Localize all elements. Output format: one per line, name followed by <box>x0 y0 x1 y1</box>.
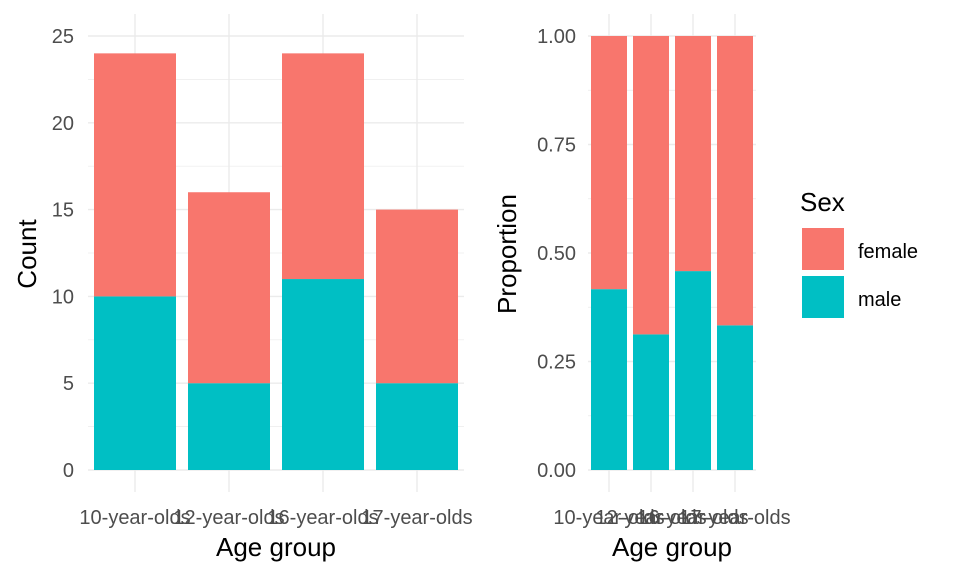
count-x-tick-label: 17-year-olds <box>361 507 472 529</box>
legend: Sex female male <box>800 187 918 318</box>
count-y-ticks: 0 5 10 15 20 25 <box>52 26 74 482</box>
count-y-axis-title: Count <box>12 219 42 289</box>
count-x-axis-title: Age group <box>216 532 336 562</box>
proportion-panel: 0.00 0.25 0.50 0.75 1.00 10-year-olds12-year… <box>492 14 791 562</box>
proportion-y-tick-label: 0.75 <box>537 135 576 157</box>
proportion-y-ticks: 0.00 0.25 0.50 0.75 1.00 <box>537 26 576 482</box>
legend-key-male <box>802 276 844 318</box>
proportion-bar-male <box>633 334 669 470</box>
proportion-bar-female <box>633 36 669 335</box>
legend-title: Sex <box>800 187 845 217</box>
count-x-tick-label: 10-year-olds <box>79 507 190 529</box>
proportion-x-ticks: 10-year-olds12-year-olds16-year-olds17-y… <box>553 507 790 529</box>
proportion-bar-male <box>675 271 711 470</box>
count-bar-female <box>376 209 458 384</box>
count-x-tick-label: 12-year-olds <box>173 507 284 529</box>
count-bars <box>94 53 458 470</box>
proportion-x-tick-label: 17-year-olds <box>679 507 790 529</box>
legend-label-male: male <box>858 289 901 311</box>
proportion-bar-female <box>717 36 753 326</box>
count-bar-female <box>282 53 364 280</box>
count-y-tick-label: 15 <box>52 200 74 222</box>
count-bar-male <box>188 383 270 470</box>
count-bar-female <box>94 53 176 297</box>
count-y-tick-label: 5 <box>63 373 74 395</box>
count-bar-male <box>376 383 458 470</box>
count-x-tick-label: 16-year-olds <box>267 507 378 529</box>
proportion-bar-male <box>591 289 627 470</box>
proportion-y-tick-label: 1.00 <box>537 26 576 48</box>
proportion-x-tick-label: 16-year-olds <box>637 507 748 529</box>
proportion-bar-male <box>717 325 753 470</box>
proportion-y-tick-label: 0.25 <box>537 352 576 374</box>
count-y-tick-label: 20 <box>52 113 74 135</box>
proportion-bars <box>591 36 753 470</box>
count-x-ticks: 10-year-olds12-year-olds16-year-olds17-y… <box>79 507 472 529</box>
legend-label-female: female <box>858 241 918 263</box>
proportion-y-axis-title: Proportion <box>492 194 522 314</box>
proportion-bar-female <box>591 36 627 290</box>
count-y-tick-label: 10 <box>52 286 74 308</box>
proportion-bar-female <box>675 36 711 272</box>
count-bar-female <box>188 192 270 384</box>
proportion-x-tick-label: 12-year-olds <box>595 507 706 529</box>
proportion-y-tick-label: 0.50 <box>537 243 576 265</box>
proportion-x-axis-title: Age group <box>612 532 732 562</box>
count-panel: 0 5 10 15 20 25 10-year-olds12-year-olds16-ye… <box>12 14 473 562</box>
count-bar-male <box>282 279 364 470</box>
proportion-x-tick-label: 10-year-olds <box>553 507 664 529</box>
legend-key-female <box>802 228 844 270</box>
count-bar-male <box>94 296 176 470</box>
count-y-tick-label: 25 <box>52 26 74 48</box>
proportion-y-tick-label: 0.00 <box>537 460 576 482</box>
count-y-tick-label: 0 <box>63 460 74 482</box>
